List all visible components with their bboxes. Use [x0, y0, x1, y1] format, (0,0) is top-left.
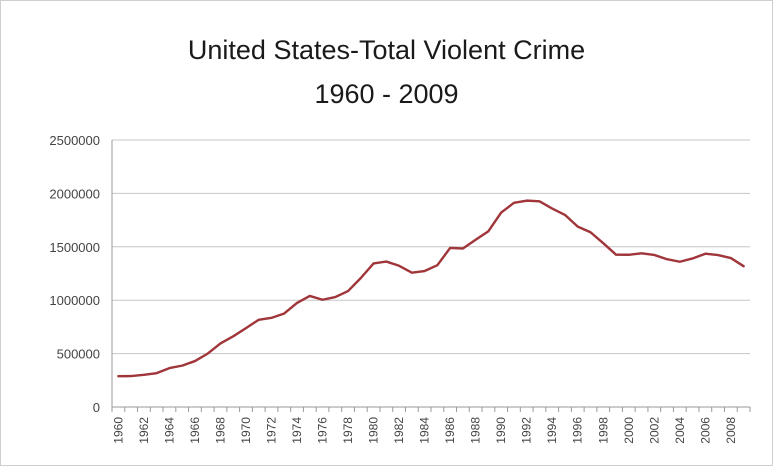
- series-line-violent-crime: [117, 199, 745, 378]
- x-tick-label: 1996: [571, 417, 585, 444]
- x-tick-label: 1994: [545, 417, 559, 444]
- x-tick-label: 1970: [239, 417, 253, 444]
- x-tick-label: 2006: [698, 417, 712, 444]
- y-tick-label: 2500000: [49, 133, 100, 148]
- x-tick-label: 1974: [290, 417, 304, 444]
- y-tick-label: 2000000: [49, 186, 100, 201]
- x-tick-label: 2000: [622, 417, 636, 444]
- x-tick-label: 1986: [443, 417, 457, 444]
- x-tick-label: 2002: [647, 417, 661, 444]
- x-tick-label: 2008: [724, 417, 738, 444]
- x-tick-label: 2004: [673, 417, 687, 444]
- x-tick-label: 1964: [162, 417, 176, 444]
- x-tick-label: 1960: [111, 417, 125, 444]
- x-tick-label: 1968: [213, 417, 227, 444]
- x-tick-label: 1966: [188, 417, 202, 444]
- x-tick-label: 1976: [316, 417, 330, 444]
- x-tick-label: 1992: [520, 417, 534, 444]
- chart-subtitle: 1960 - 2009: [314, 79, 459, 109]
- x-tick-label: 1988: [469, 417, 483, 444]
- x-tick-label: 1972: [265, 417, 279, 444]
- x-tick-label: 1998: [596, 417, 610, 444]
- x-tick-label: 1982: [392, 417, 406, 444]
- y-tick-label: 500000: [57, 347, 100, 362]
- y-tick-label: 1500000: [49, 240, 100, 255]
- x-tick-label: 1984: [418, 417, 432, 444]
- x-tick-label: 1978: [341, 417, 355, 444]
- x-tick-label: 1980: [367, 417, 381, 444]
- x-tick-label: 1962: [137, 417, 151, 444]
- chart-title: United States-Total Violent Crime: [187, 35, 586, 65]
- chart-title-block: United States-Total Violent Crime 1960 -…: [0, 28, 773, 116]
- x-tick-label: 1990: [494, 417, 508, 444]
- y-tick-label: 1000000: [49, 293, 100, 308]
- y-tick-label: 0: [93, 400, 100, 415]
